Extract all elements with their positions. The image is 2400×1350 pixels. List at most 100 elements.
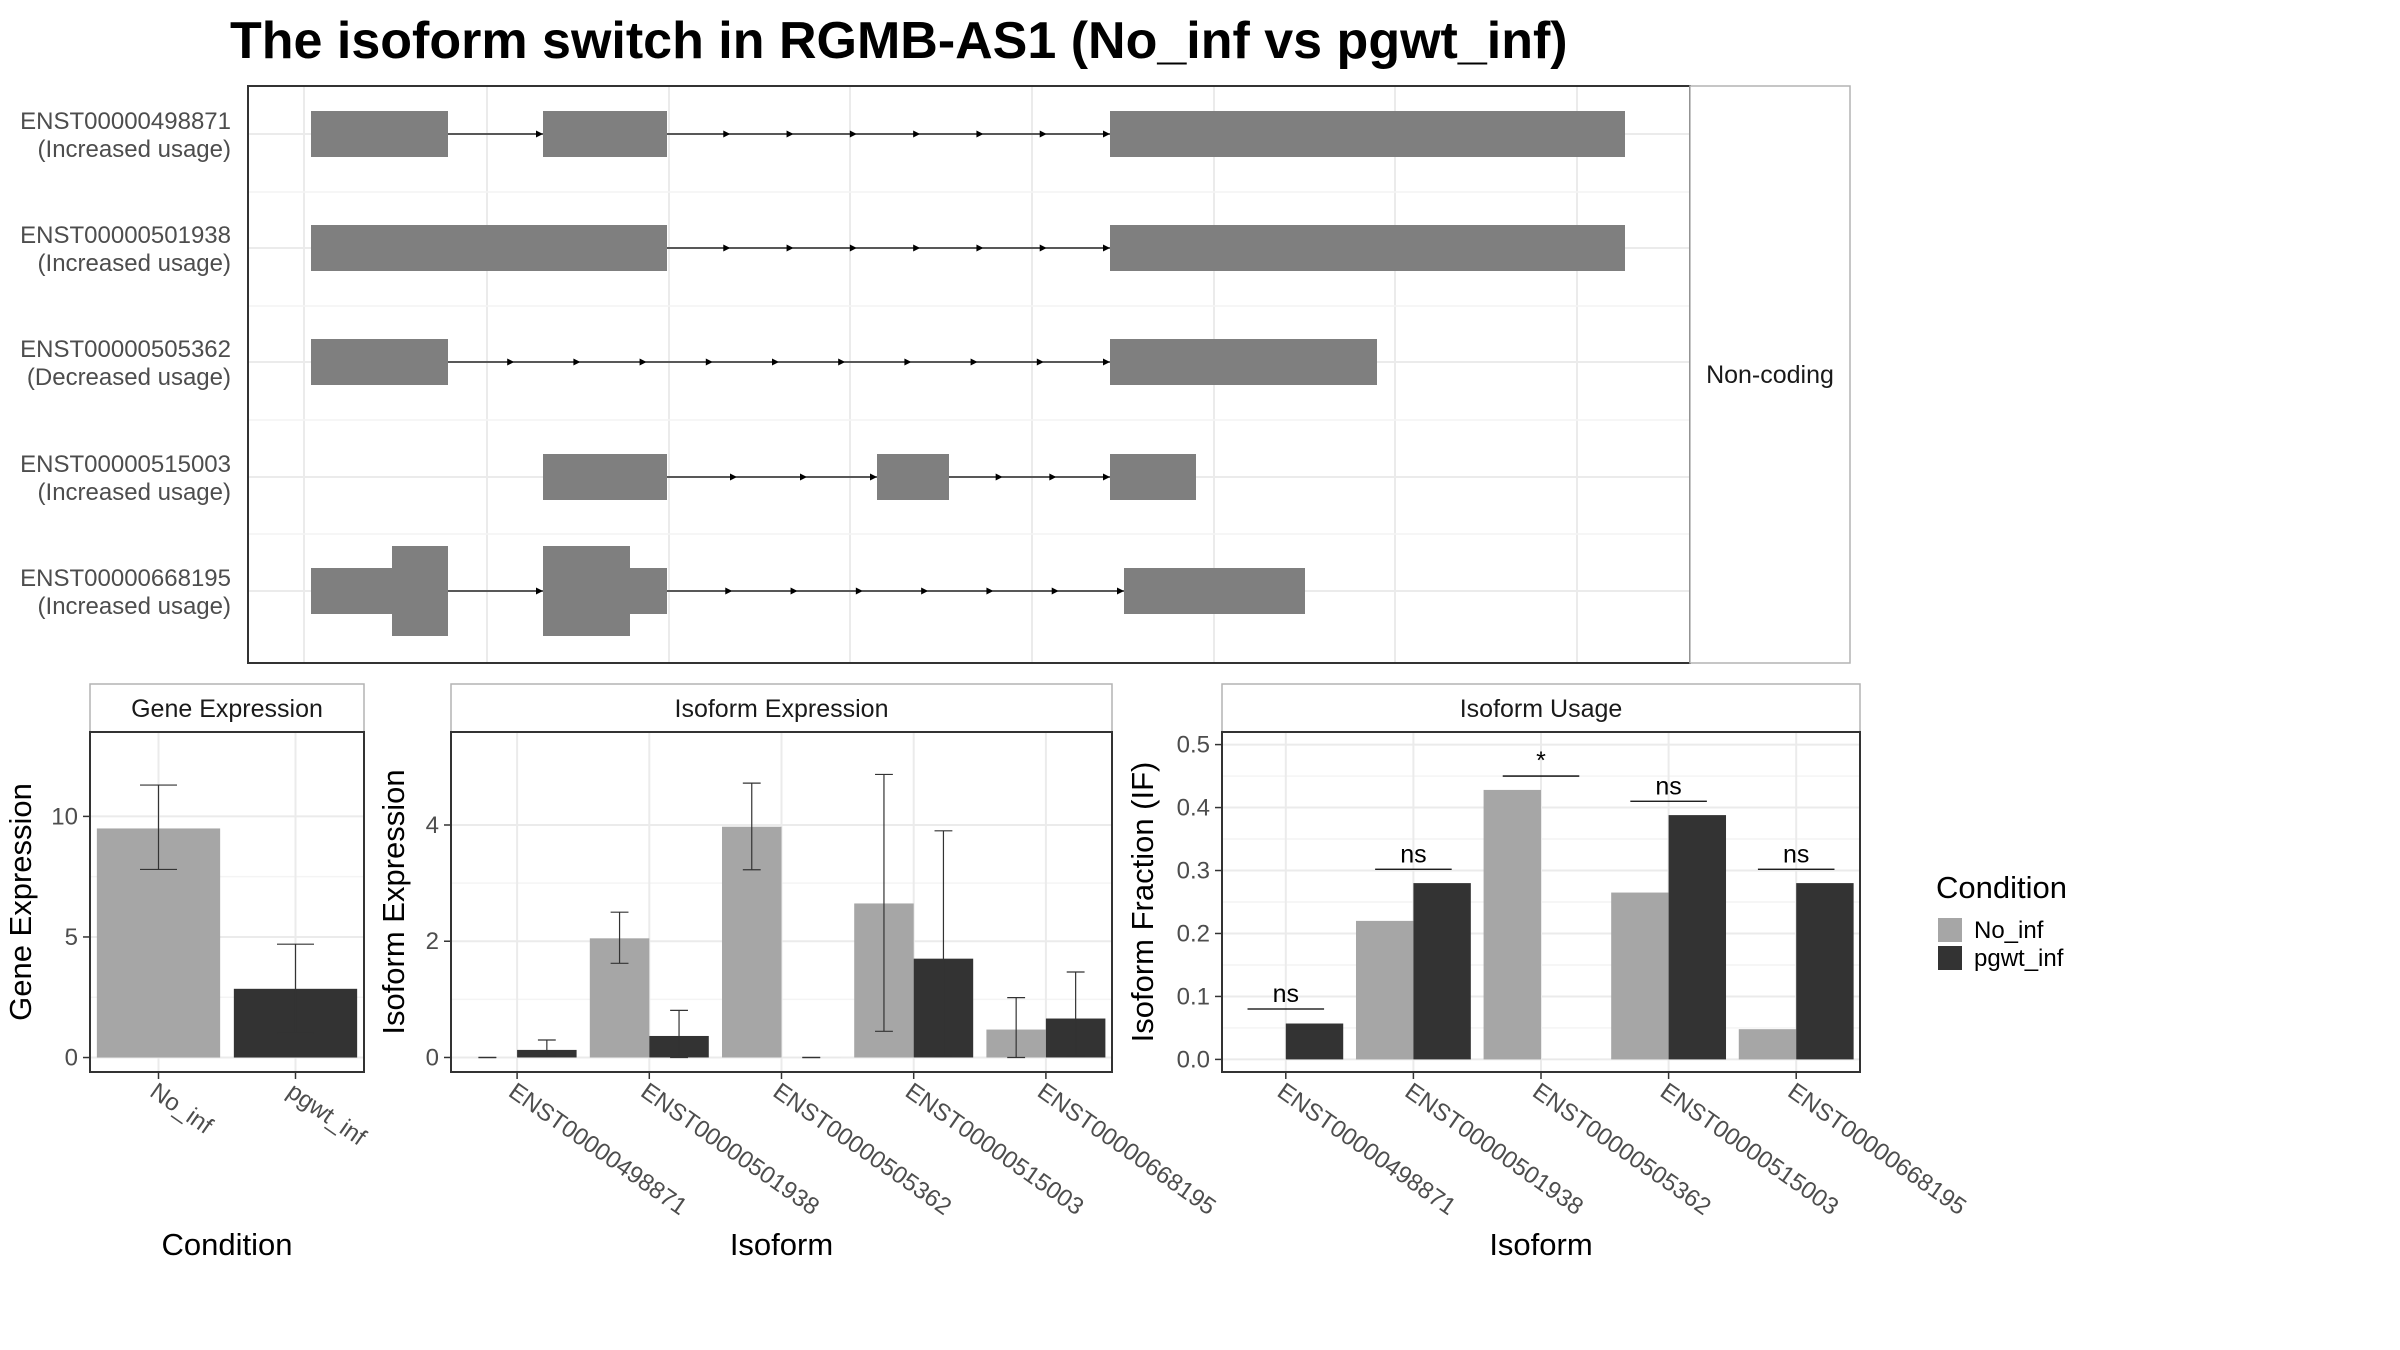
isoform-id-label: ENST00000501938 [20,222,231,249]
intron-arrow [1049,473,1057,481]
data-bar [1483,789,1541,1060]
figure-title: The isoform switch in RGMB-AS1 (No_inf v… [230,12,1568,70]
data-bar [1413,883,1471,1060]
panel-strip-title: Isoform Usage [1460,695,1623,723]
exon-block [543,111,667,157]
gene-expression-panel: Gene Expression 0 5 10 No_inf pgwt_inf Conditi… [3,683,371,1262]
legend-label-pgwt-inf: pgwt_inf [1974,945,2064,972]
x-axis-title: Condition [162,1227,293,1262]
exon-block [1110,225,1625,271]
exon-block [311,111,448,157]
intron-arrow [976,130,984,138]
intron-arrow [725,587,733,595]
exon-block [1124,568,1305,614]
legend-label-no-inf: No_inf [1974,917,2044,944]
y-tick-label: 0.0 [1177,1046,1210,1073]
panel-strip-title: Isoform Expression [675,695,889,723]
intron-arrow [1051,587,1059,595]
significance-label: * [1536,747,1546,775]
intron-arrow [904,358,912,366]
structure-background [248,86,1690,663]
y-axis-title: Isoform Fraction (IF) [1125,762,1160,1043]
isoform-id-label: ENST00000498871 [20,108,231,135]
significance-label: ns [1783,840,1809,868]
y-tick-label: 0 [426,1044,439,1071]
intron-arrow [913,244,921,252]
exon-block [1110,339,1377,385]
intron-arrow [1103,130,1110,138]
y-tick-label: 0.2 [1177,920,1210,947]
isoform-id-label: ENST00000505362 [20,336,231,363]
exon-block [630,568,667,614]
x-axis-title: Isoform [1489,1227,1592,1262]
data-bar [1611,892,1669,1060]
intron-arrow [986,587,994,595]
y-tick-label: 5 [65,924,78,951]
intron-arrow [639,358,647,366]
significance-label: ns [1655,772,1681,800]
isoform-usage-label: (Decreased usage) [27,364,231,391]
intron-arrow [849,244,857,252]
isoform-structure-panel: ENST00000498871(Increased usage)ENST0000… [20,85,1851,664]
panel-strip [89,683,365,733]
intron-arrow [730,473,737,481]
isoform-usage-label: (Increased usage) [38,250,231,277]
y-tick-label: 0.5 [1177,732,1210,759]
exon-block [1110,454,1196,500]
data-bar [1668,815,1727,1060]
y-axis-title: Isoform Expression [376,769,411,1034]
exon-block [392,546,448,636]
significance-label: ns [1273,980,1299,1008]
y-tick-label: 10 [51,803,78,830]
panel-strip [450,683,1113,733]
intron-arrow [536,130,543,138]
intron-arrow [723,244,731,252]
exon-block [543,546,630,636]
intron-arrow [849,130,857,138]
intron-arrow [976,244,984,252]
panel-strip-title: Gene Expression [131,695,323,723]
y-axis-title: Gene Expression [3,783,38,1021]
x-tick-label: No_inf [145,1078,218,1140]
exon-block [1110,111,1625,157]
isoform-id-label: ENST00000668195 [20,565,231,592]
x-axis-title: Isoform [730,1227,833,1262]
intron-arrow [800,473,807,481]
exon-block [311,339,448,385]
isoform-usage-label: (Increased usage) [38,136,231,163]
intron-arrow [913,130,921,138]
isoform-id-label: ENST00000515003 [20,451,231,478]
isoform-usage-label: (Increased usage) [38,593,231,620]
intron-arrow [536,587,543,595]
exon-block [877,454,949,500]
intron-arrow [786,130,794,138]
exon-block [311,225,667,271]
panel-border [89,731,365,1073]
intron-arrow [1103,358,1110,366]
exon-block [311,568,392,614]
facet-strip [1689,85,1851,664]
intron-arrow [790,587,798,595]
intron-arrow [1036,358,1044,366]
data-bar [1738,1029,1797,1060]
facet-strip-label: Non-coding [1706,361,1834,389]
exon-block [543,454,667,500]
y-tick-label: 4 [426,812,439,839]
intron-arrow [1039,130,1047,138]
intron-arrow [921,587,929,595]
y-tick-label: 2 [426,928,439,955]
intron-arrow [723,130,731,138]
intron-arrow [838,358,846,366]
intron-arrow [995,473,1003,481]
intron-arrow [855,587,863,595]
y-tick-label: 0.4 [1177,795,1210,822]
intron-arrow [772,358,779,366]
isoform-usage-label: (Increased usage) [38,479,231,506]
intron-arrow [507,358,515,366]
intron-arrow [1117,587,1124,595]
data-bar [1796,883,1854,1060]
intron-arrow [1039,244,1047,252]
significance-label: ns [1400,840,1426,868]
